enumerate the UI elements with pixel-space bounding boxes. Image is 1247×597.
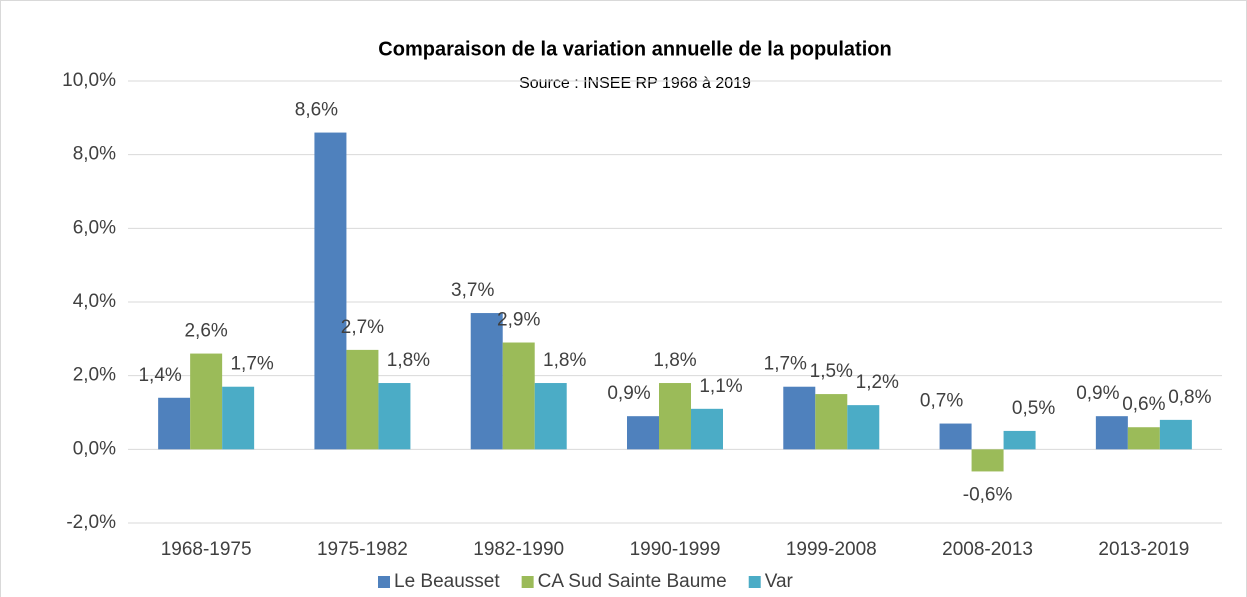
data-label: 1,2% [856,372,899,393]
bar [502,342,535,450]
data-label: 1,7% [230,354,273,375]
bar [378,383,411,450]
bar [534,383,567,450]
data-label: -0,6% [963,484,1013,505]
data-label: 1,7% [764,354,807,375]
bar [190,353,223,450]
bar [1003,430,1036,450]
x-tick-label: 1982-1990 [473,539,564,560]
bar [659,383,691,450]
data-label: 2,6% [184,321,227,342]
bar [470,313,503,450]
legend-label: CA Sud Sainte Baume [538,571,727,592]
data-label: 1,8% [387,350,430,371]
bar [1095,416,1128,450]
x-tick-label: 1999-2008 [786,539,877,560]
data-label: 0,8% [1168,387,1211,408]
data-label: 1,1% [699,376,742,397]
legend-swatch [521,576,534,588]
chart-subtitle: Source : INSEE RP 1968 à 2019 [519,75,751,92]
data-label: 1,8% [543,350,586,371]
y-tick-label: 0,0% [73,438,116,459]
bar [222,386,255,450]
data-label: 0,9% [607,383,650,404]
legend-swatch [378,576,390,588]
legend-label: Var [765,571,794,592]
data-label: 0,9% [1076,383,1119,404]
data-label: 0,5% [1012,398,1055,419]
bar [939,423,972,450]
bar [314,132,347,450]
data-label: 3,7% [451,280,494,301]
x-tick-label: 1975-1982 [317,539,408,560]
data-label: 1,4% [138,365,181,386]
bar [1127,427,1160,450]
data-label: 8,6% [295,100,338,121]
x-tick-label: 2008-2013 [942,539,1033,560]
legend-label: Le Beausset [394,571,500,592]
y-tick-label: 10,0% [62,70,116,91]
y-tick-label: -2,0% [66,512,116,533]
bar [691,408,723,450]
y-tick-label: 4,0% [73,291,116,312]
bar [971,449,1004,472]
x-tick-label: 1968-1975 [161,539,252,560]
bar [1159,419,1192,450]
data-label: 2,9% [497,310,540,331]
bar [627,416,659,450]
data-label: 1,8% [653,350,696,371]
bar [346,349,379,450]
bar [815,394,848,450]
bar [847,405,880,450]
legend-swatch [748,576,761,588]
y-tick-label: 8,0% [73,144,116,165]
bar [783,386,816,450]
data-label: 2,7% [341,317,384,338]
bar [158,397,191,450]
y-tick-label: 2,0% [73,365,116,386]
data-label: 0,7% [920,391,963,412]
data-label: 1,5% [810,361,853,382]
x-tick-label: 2013-2019 [1098,539,1189,560]
data-label: 0,6% [1122,394,1165,415]
chart-title: Comparaison de la variation annuelle de … [378,38,891,60]
y-tick-label: 6,0% [73,217,116,238]
x-tick-label: 1990-1999 [630,539,721,560]
